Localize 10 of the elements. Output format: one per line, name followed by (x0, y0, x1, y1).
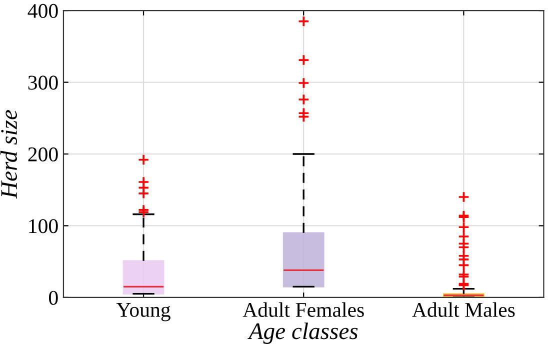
x-axis-title: Age classes (248, 322, 358, 344)
x-tick-label: Adult Females (242, 302, 364, 317)
y-tick-label: 0 (48, 290, 58, 305)
y-tick-label: 200 (28, 147, 58, 162)
y-tick-label: 300 (28, 76, 58, 90)
x-tick-label: Adult Males (412, 302, 515, 317)
y-tick-label: 400 (28, 4, 58, 18)
y-axis-title: Herd size (0, 110, 18, 199)
x-tick-label: Young (116, 303, 170, 322)
y-tick-label: 100 (29, 219, 58, 234)
